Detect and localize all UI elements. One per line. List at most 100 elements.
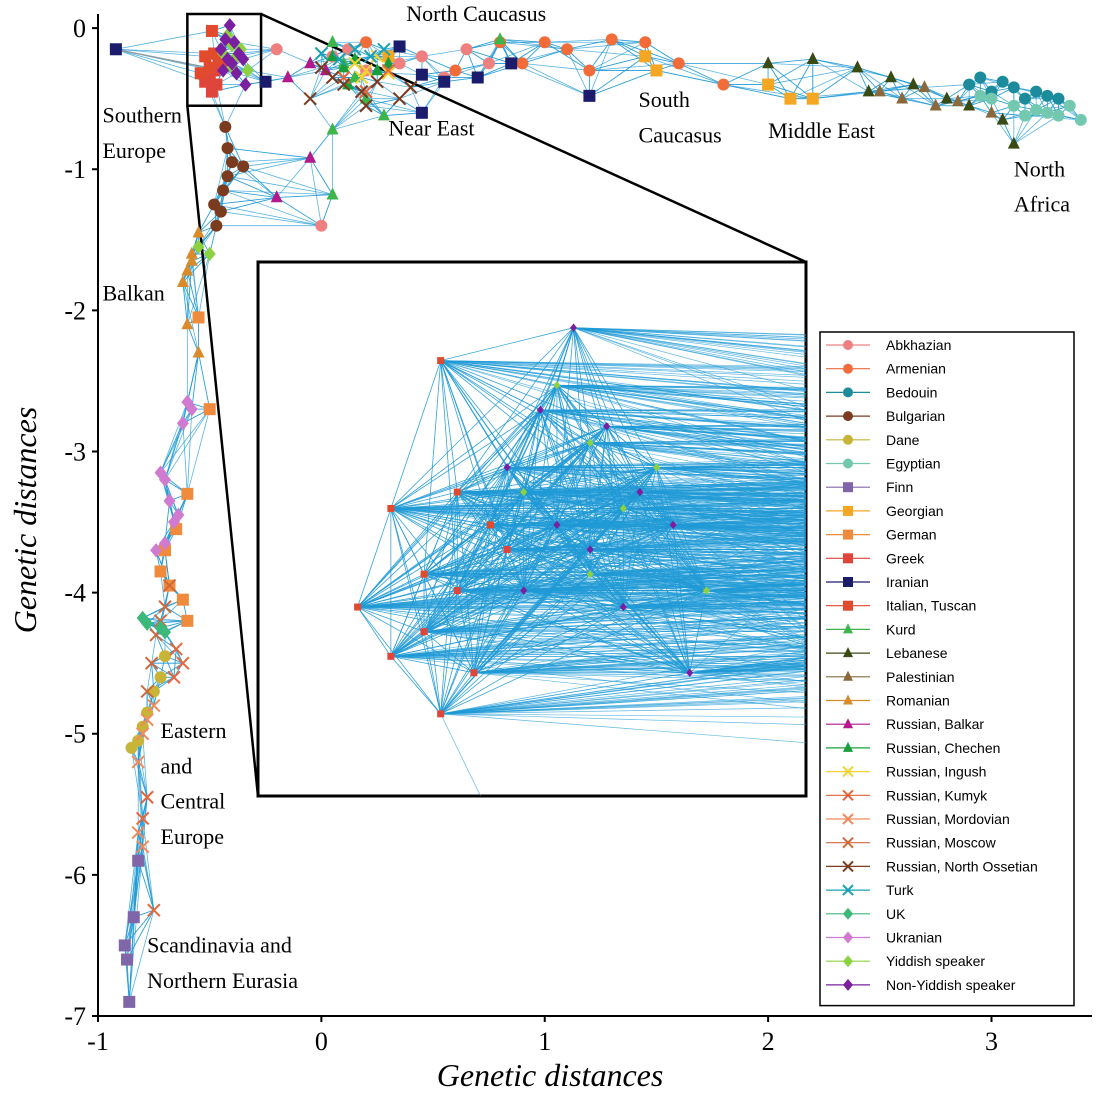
network-edge: [589, 70, 657, 97]
network-edge: [365, 98, 422, 114]
legend-marker: [843, 434, 853, 445]
data-point: [135, 839, 150, 854]
region-label: Southern: [102, 103, 181, 128]
inset-edge: [672, 524, 691, 673]
inset-edge: [473, 659, 806, 674]
data-point: [141, 616, 154, 631]
network-edge: [128, 846, 144, 1002]
network-edge: [421, 48, 467, 57]
inset-edge: [424, 573, 806, 585]
data-point: [404, 80, 418, 95]
network-edge: [522, 63, 590, 97]
data-point: [214, 42, 227, 57]
inset-edge: [357, 606, 392, 657]
legend-label: Russian, Chechen: [886, 740, 1000, 756]
data-point: [884, 70, 897, 83]
network-edge: [276, 157, 311, 198]
inset-edge: [440, 590, 524, 715]
inset-point: [586, 438, 594, 447]
inset-edge: [540, 409, 806, 439]
zoom-connector: [186, 105, 260, 797]
data-point: [159, 624, 172, 640]
inset-edge: [606, 426, 674, 526]
legend-label: German: [886, 527, 937, 543]
inset-edge: [390, 467, 508, 657]
data-point: [415, 50, 428, 63]
data-point: [392, 91, 407, 106]
inset-edge: [523, 590, 806, 639]
region-label: South: [639, 87, 690, 112]
inset-edge: [440, 549, 508, 714]
legend-label: Russian, Moscow: [886, 835, 997, 851]
network-edge: [589, 39, 613, 97]
data-point: [181, 614, 194, 627]
inset-edge: [440, 524, 558, 715]
network-edge: [222, 190, 322, 227]
legend-label: Egyptian: [886, 456, 940, 472]
data-point: [370, 75, 384, 89]
data-point: [326, 187, 339, 200]
network-edge: [164, 500, 170, 544]
inset-edge: [589, 426, 608, 550]
inset-edge: [589, 442, 691, 673]
network-edge: [198, 253, 211, 318]
data-point: [314, 60, 329, 75]
inset-point: [586, 569, 594, 579]
inset-edge: [457, 590, 806, 615]
x-tick-label: -1: [87, 1027, 109, 1056]
inset-edge: [390, 656, 441, 715]
inset-edge: [424, 631, 806, 647]
inset-edge: [440, 360, 806, 373]
inset-edge: [390, 641, 806, 657]
data-point: [217, 184, 230, 197]
data-point: [449, 64, 462, 77]
legend-marker: [843, 600, 853, 611]
inset-edge: [556, 385, 624, 608]
network-edge: [723, 63, 769, 85]
network-edge: [399, 81, 445, 100]
data-point: [226, 56, 239, 71]
inset-edge: [706, 533, 806, 591]
inset-edge: [390, 634, 806, 657]
inset-edge: [673, 524, 806, 568]
data-point: [1007, 81, 1020, 94]
data-point: [348, 56, 362, 71]
data-point: [125, 741, 138, 754]
data-point: [325, 70, 340, 85]
data-point: [181, 263, 194, 276]
inset-edge: [423, 573, 591, 633]
data-point: [123, 995, 136, 1008]
inset-edges: [357, 327, 806, 796]
inset-edge: [540, 409, 806, 419]
network-edge: [182, 253, 210, 283]
network-edge: [186, 270, 199, 318]
network-edge: [164, 408, 211, 480]
network-edge: [115, 48, 206, 57]
data-point: [851, 60, 864, 73]
inset-edge: [507, 467, 806, 515]
region-label: Africa: [1014, 192, 1070, 217]
inset-edge: [440, 701, 806, 715]
data-point: [438, 75, 451, 88]
network-edge: [790, 67, 858, 100]
inset-edge: [523, 491, 558, 526]
inset-edge: [390, 508, 806, 517]
data-points: [109, 18, 1087, 1008]
legend-label: Non-Yiddish speaker: [886, 977, 1016, 993]
inset-edge: [490, 524, 525, 591]
inset-edge: [357, 549, 591, 608]
data-point: [181, 487, 194, 500]
data-point: [270, 190, 283, 203]
network-edge: [214, 197, 277, 205]
inset-edge: [390, 508, 442, 714]
inset-edge: [523, 524, 558, 591]
data-point: [985, 92, 998, 105]
inset-edge: [573, 327, 806, 369]
inset-edge: [424, 631, 806, 638]
network-edge: [137, 860, 155, 911]
data-point: [167, 670, 181, 685]
region-label: Eastern: [161, 718, 227, 743]
network-edge: [645, 55, 724, 85]
legend-marker: [843, 623, 853, 634]
